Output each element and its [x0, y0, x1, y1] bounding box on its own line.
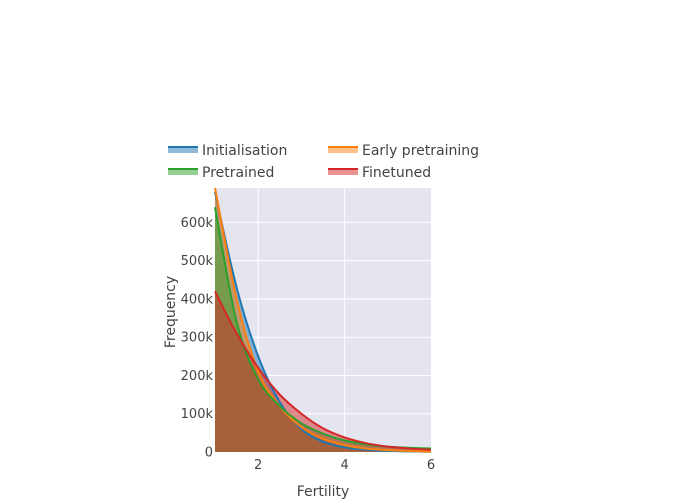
y-tick-label: 0: [205, 446, 213, 461]
legend-label: Finetuned: [362, 165, 431, 181]
legend: Initialisation Early pretraining Pretraine…: [168, 143, 479, 181]
series-areas: [215, 188, 431, 452]
y-tick-label: 500k: [181, 254, 214, 269]
y-tick-label: 400k: [181, 292, 214, 307]
y-tick-label: 200k: [181, 369, 214, 384]
line-finetuned: [214, 290, 432, 451]
area-finetuned: [215, 291, 431, 452]
y-tick-label: 100k: [181, 407, 214, 422]
y-tick-label: 300k: [181, 331, 214, 346]
legend-swatch-fill: [168, 169, 198, 175]
legend-label: Initialisation: [202, 143, 287, 159]
x-tick-label: 2: [254, 458, 262, 473]
legend-item-pretrained[interactable]: Pretrained: [168, 165, 274, 181]
x-axis-title: Fertility: [297, 484, 350, 500]
y-axis-title: Frequency: [163, 276, 179, 348]
legend-swatch-fill: [328, 169, 358, 175]
legend-item-initialisation[interactable]: Initialisation: [168, 143, 287, 159]
y-tick-label: 600k: [181, 216, 214, 231]
legend-swatch-fill: [168, 147, 198, 153]
legend-swatch-fill: [328, 147, 358, 153]
x-tick-label: 4: [340, 458, 348, 473]
series-lines: [214, 187, 432, 453]
legend-item-finetuned[interactable]: Finetuned: [328, 165, 431, 181]
line-early-pretraining: [214, 187, 432, 453]
y-tick-labels: 0 100k 200k 300k 400k 500k 600k: [181, 216, 214, 461]
legend-item-early-pretraining[interactable]: Early pretraining: [328, 143, 479, 159]
legend-label: Early pretraining: [362, 143, 479, 159]
legend-label: Pretrained: [202, 165, 274, 181]
x-tick-labels: 2 4 6: [254, 458, 435, 473]
x-tick-label: 6: [427, 458, 435, 473]
